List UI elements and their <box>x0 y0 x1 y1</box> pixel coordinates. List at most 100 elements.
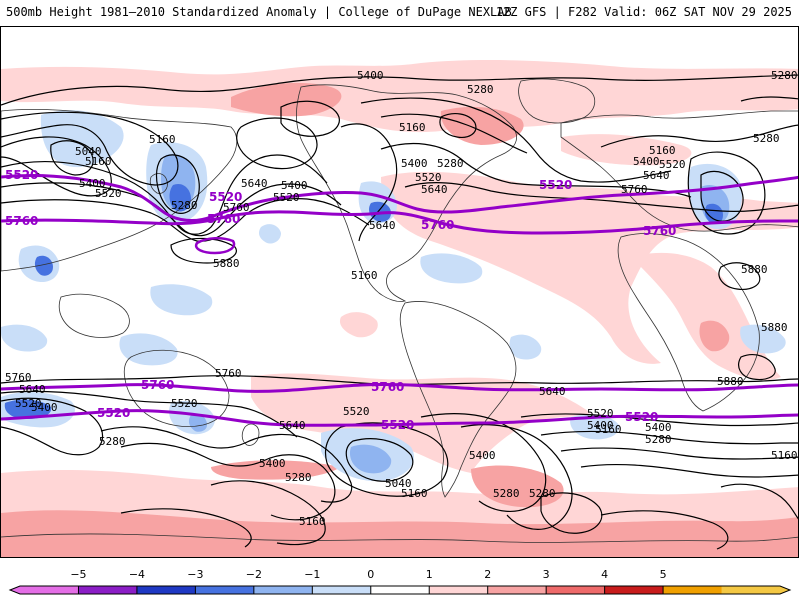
contour-label: 5640 <box>241 177 268 190</box>
contour-line <box>540 492 603 534</box>
colorbar-tick-label: 3 <box>542 568 550 581</box>
contour-label: 5880 <box>741 263 768 276</box>
model-run-info: 12Z GFS | F282 Valid: 06Z SAT NOV 29 202… <box>495 5 792 19</box>
coastline-antarctica <box>1 533 798 543</box>
contour-line <box>720 483 798 520</box>
contour-label: 5400 <box>469 449 496 462</box>
contour-label: 5640 <box>369 219 396 232</box>
contour-label: 5640 <box>421 183 448 196</box>
contour-label: 5760 <box>223 201 250 214</box>
colorbar-tick-label: −3 <box>187 568 204 581</box>
contour-line <box>738 354 776 381</box>
colorbar-segment <box>136 586 196 594</box>
contour-label: 5520 <box>343 405 370 418</box>
coastline-africa <box>617 233 760 412</box>
bold-contour-label: 5520 <box>5 168 38 182</box>
contour-line <box>1 136 112 197</box>
contour-label: 5760 <box>215 367 242 380</box>
colorbar-segment <box>663 586 723 594</box>
colorbar-tick-label: −5 <box>70 568 87 581</box>
contour-label: 5520 <box>171 397 198 410</box>
contour-line <box>718 262 761 290</box>
bold-contour-5760-sh <box>1 382 798 393</box>
coastline-eurasia <box>560 110 798 232</box>
contour-line <box>580 463 798 478</box>
negative-anomaly-region <box>1 324 48 352</box>
contour-label: 5160 <box>401 487 428 500</box>
contour-label: 5280 <box>171 199 198 212</box>
negative-anomaly-region <box>188 413 207 432</box>
bold-contour-label: 5520 <box>209 190 242 204</box>
coastline-greenland <box>518 78 596 124</box>
contour-label: 5280 <box>753 132 780 145</box>
coastline-asia-west <box>1 108 238 272</box>
contour-label: 5160 <box>399 121 426 134</box>
contour-label: 5760 <box>5 371 32 384</box>
colorbar-segment <box>20 586 79 594</box>
bold-contour-label: 5760 <box>371 380 404 394</box>
contour-line <box>170 237 237 264</box>
contour-line <box>1 74 798 106</box>
bold-contour-5520-sh <box>1 409 798 427</box>
map-canvas: 5400 5280 5280 5160 5040 5160 5160 5400 … <box>1 60 798 557</box>
negative-anomaly-region <box>570 414 620 440</box>
contour-line <box>600 124 798 148</box>
positive-anomaly-region <box>381 171 798 364</box>
negative-anomaly-region <box>259 224 281 244</box>
contour-label: 5160 <box>351 269 378 282</box>
contour-label: 5280 <box>771 69 798 82</box>
contour-label: 5640 <box>643 169 670 182</box>
bold-contour-label: 5520 <box>539 178 572 192</box>
contour-line <box>460 424 573 530</box>
colorbar-tick-label: 1 <box>425 568 433 581</box>
colorbar-tick-label: −1 <box>304 568 321 581</box>
positive-anomaly-region <box>699 320 730 352</box>
contour-label: 5160 <box>149 133 176 146</box>
contour-label: 5880 <box>213 257 240 270</box>
contour-label: 5880 <box>717 375 744 388</box>
contour-label: 5160 <box>595 423 622 436</box>
colorbar-min-arrow <box>10 586 20 594</box>
contour-label: 5520 <box>273 191 300 204</box>
colorbar-tick-label: −4 <box>128 568 146 581</box>
colorbar-bar <box>8 585 792 595</box>
bold-contour-label: 5760 <box>643 224 676 238</box>
map-title: 500mb Height 1981–2010 Standardized Anom… <box>6 5 512 19</box>
negative-anomaly-region <box>740 324 786 354</box>
contour-line <box>280 100 340 137</box>
colorbar: −5 −4 −3 −2 −1 0 1 2 3 4 5 <box>0 568 800 600</box>
contour-label: 5520 <box>95 187 122 200</box>
colorbar-segment <box>429 586 489 594</box>
contour-line <box>236 117 318 170</box>
bold-contour-label: 5760 <box>5 214 38 228</box>
contour-line <box>540 430 798 445</box>
contour-label: 5880 <box>761 321 788 334</box>
contour-line <box>404 182 798 212</box>
contour-label: 5400 <box>401 157 428 170</box>
colorbar-max-arrow <box>780 586 790 594</box>
contour-label: 5280 <box>99 435 126 448</box>
contour-label: 5400 <box>281 179 308 192</box>
contour-label: 5280 <box>645 433 672 446</box>
contour-label: 5520 <box>659 158 686 171</box>
contour-label: 5160 <box>771 449 798 462</box>
contour-line <box>345 438 414 482</box>
anomaly-map: 5400 5280 5280 5160 5040 5160 5160 5400 … <box>0 26 799 558</box>
positive-anomaly-region <box>211 460 341 480</box>
colorbar-segment <box>546 586 606 594</box>
contour-label: 5400 <box>357 69 384 82</box>
positive-anomaly-region <box>440 106 524 145</box>
coastline-japan <box>149 173 168 194</box>
contour-label: 5160 <box>299 515 326 528</box>
colorbar-tick-label: 5 <box>659 568 667 581</box>
colorbar-outline <box>8 585 792 595</box>
contour-line <box>324 422 449 497</box>
negative-anomaly-region <box>4 399 52 419</box>
contour-line <box>50 140 94 176</box>
colorbar-segment <box>78 586 138 594</box>
negative-anomaly-region <box>349 444 392 474</box>
colorbar-tick-label: 4 <box>601 568 609 581</box>
contour-label: 5400 <box>79 177 106 190</box>
colorbar-tick-label: 0 <box>367 568 375 581</box>
coastline-south-america <box>399 301 517 498</box>
